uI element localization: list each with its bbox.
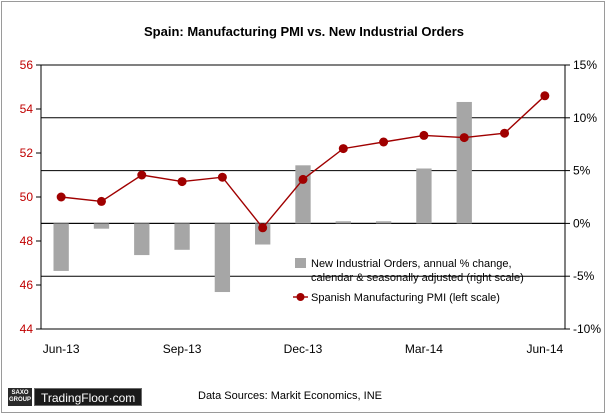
legend: New Industrial Orders, annual % change, c…	[293, 258, 524, 304]
orders-bar	[93, 223, 110, 229]
legend-bar-label-line1: New Industrial Orders, annual % change,	[311, 258, 512, 270]
logo-box-line1: SAXO	[11, 390, 29, 396]
pmi-point	[217, 172, 227, 182]
pmi-point	[540, 91, 550, 101]
source-note: Data Sources: Markit Economics, INE	[198, 390, 382, 402]
pmi-point	[419, 130, 429, 140]
pmi-point	[137, 170, 147, 180]
orders-bar	[456, 101, 472, 224]
orders-bar	[174, 223, 190, 250]
right-tick-label: 5%	[573, 164, 591, 178]
saxo-group-logo-box: SAXO GROUP	[8, 388, 32, 406]
x-tick-label: Mar-14	[405, 342, 443, 356]
pmi-point	[379, 137, 389, 147]
pmi-point	[56, 192, 66, 202]
legend-line-marker	[296, 293, 305, 301]
orders-bar	[295, 165, 311, 224]
left-tick-label: 52	[20, 146, 34, 160]
pmi-point	[177, 177, 187, 187]
legend-line-label: Spanish Manufacturing PMI (left scale)	[311, 292, 500, 304]
x-tick-label: Jun-13	[43, 342, 80, 356]
line-series	[56, 91, 550, 233]
orders-bar	[375, 221, 392, 224]
right-tick-label: 10%	[573, 111, 597, 125]
left-tick-label: 44	[20, 322, 34, 336]
left-tick-label: 56	[20, 58, 34, 72]
legend-bar-label-line2: calendar & seasonally adjusted (right sc…	[311, 272, 524, 284]
x-tick-label: Dec-13	[284, 342, 323, 356]
orders-bar	[416, 168, 432, 224]
chart-title: Spain: Manufacturing PMI vs. New Industr…	[144, 24, 464, 39]
logo-brand-text: TradingFloor·com	[34, 388, 143, 406]
tradingfloor-logo: SAXO GROUP TradingFloor·com	[8, 388, 143, 406]
left-tick-label: 50	[20, 190, 34, 204]
right-tick-label: -5%	[573, 269, 595, 283]
pmi-point	[258, 223, 268, 233]
axes: -10% -5% 0% 5% 10% 15% 44 46 48 50 52 54 56 Jun-13 Sep…	[20, 58, 602, 356]
right-tick-label: -10%	[573, 322, 601, 336]
pmi-point	[338, 144, 348, 154]
left-tick-label: 54	[20, 102, 34, 116]
orders-bar	[53, 223, 69, 271]
right-tick-label: 0%	[573, 216, 591, 230]
x-tick-label: Jun-14	[526, 342, 563, 356]
left-tick-label: 48	[20, 234, 34, 248]
orders-bar	[214, 223, 231, 293]
right-tick-label: 15%	[573, 58, 597, 72]
left-tick-label: 46	[20, 278, 34, 292]
orders-bar	[134, 223, 150, 256]
logo-box-line2: GROUP	[8, 397, 31, 403]
x-tick-label: Sep-13	[163, 342, 202, 356]
orders-bar	[335, 221, 351, 224]
pmi-point	[96, 196, 106, 206]
pmi-point	[298, 174, 308, 184]
plot-border	[40, 64, 566, 330]
pmi-point	[500, 128, 510, 138]
pmi-point	[459, 133, 469, 143]
legend-bar-swatch	[295, 258, 306, 268]
